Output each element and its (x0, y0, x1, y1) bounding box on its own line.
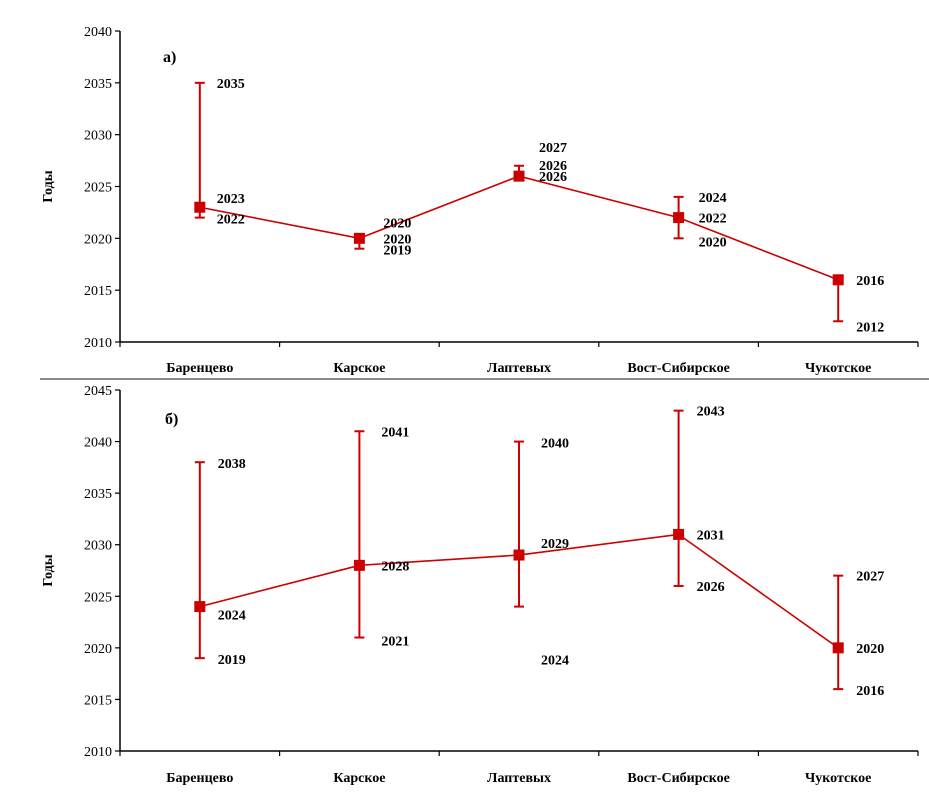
y-tick-label: 2010 (84, 745, 112, 760)
panel-label: б) (165, 411, 178, 428)
data-label: 2022 (699, 212, 727, 227)
y-tick-label: 2025 (84, 590, 112, 605)
y-tick-label: 2020 (84, 642, 112, 657)
y-tick-label: 2040 (84, 25, 112, 40)
data-point-marker (194, 201, 206, 213)
y-tick-label: 2010 (84, 336, 112, 351)
data-label: 2026 (539, 170, 567, 185)
data-label: 2027 (539, 141, 567, 156)
data-label: 2024 (699, 191, 727, 206)
y-tick-label: 2045 (84, 384, 112, 399)
data-point-marker (194, 601, 206, 613)
y-axis-label: Годы (41, 554, 56, 586)
data-label: 2038 (218, 457, 246, 472)
y-tick-label: 2030 (84, 539, 112, 554)
x-category-label: Лаптевых (487, 361, 551, 376)
data-label: 2026 (539, 159, 567, 174)
y-axis-label: Годы (41, 170, 56, 202)
y-tick-label: 2020 (84, 232, 112, 247)
data-point-marker (673, 528, 685, 540)
y-tick-label: 2030 (84, 129, 112, 144)
data-point-marker (832, 274, 844, 286)
y-tick-label: 2015 (84, 693, 112, 708)
x-category-label: Карское (333, 771, 385, 786)
data-point-marker (513, 170, 525, 182)
x-category-label: Баренцево (166, 771, 233, 786)
data-point-marker (832, 642, 844, 654)
x-category-label: Карское (333, 361, 385, 376)
data-label: 2022 (217, 213, 245, 228)
data-label: 2019 (383, 244, 411, 259)
data-point-marker (513, 549, 525, 561)
data-label: 2020 (699, 235, 727, 250)
data-label: 2026 (697, 580, 725, 595)
data-label: 2043 (697, 405, 725, 420)
data-point-marker (353, 232, 365, 244)
data-label: 2040 (541, 437, 569, 452)
data-label: 2027 (856, 570, 884, 585)
y-tick-label: 2040 (84, 436, 112, 451)
data-label: 2029 (541, 537, 569, 552)
data-label: 2020 (383, 216, 411, 231)
y-tick-label: 2035 (84, 77, 112, 92)
data-label: 2020 (856, 642, 884, 657)
x-category-label: Вост-Сибирское (627, 361, 729, 376)
y-tick-label: 2025 (84, 181, 112, 196)
data-label: 2016 (856, 274, 884, 289)
chart-panel-b: б) Годы 2010 2015 2020 2025 2030 2035 2040 2045 Ба… (41, 384, 919, 786)
y-tick-label: 2035 (84, 487, 112, 502)
data-label: 2016 (856, 684, 884, 699)
data-point-marker (353, 559, 365, 571)
data-label: 2031 (697, 528, 725, 543)
data-label: 2020 (383, 232, 411, 247)
data-label: 2028 (381, 559, 409, 574)
data-label: 2024 (218, 609, 246, 624)
series-line (199, 175, 839, 281)
x-category-label: Чукотское (805, 361, 871, 376)
data-label: 2019 (218, 653, 246, 668)
chart-panel-a: а) Годы 2010 2015 2020 2025 2030 2035 2040 Баренц… (41, 25, 919, 376)
data-label: 2012 (856, 320, 884, 335)
y-tick-label: 2015 (84, 284, 112, 299)
x-category-label: Чукотское (805, 771, 871, 786)
x-category-label: Лаптевых (487, 771, 551, 786)
data-label: 2021 (381, 635, 409, 650)
data-label: 2024 (541, 654, 569, 669)
panel-label: а) (163, 49, 176, 66)
data-point-marker (673, 212, 685, 224)
x-category-label: Баренцево (166, 361, 233, 376)
x-category-label: Вост-Сибирское (627, 771, 729, 786)
data-label: 2035 (217, 77, 245, 92)
data-label: 2023 (217, 192, 245, 207)
data-label: 2041 (381, 425, 409, 440)
